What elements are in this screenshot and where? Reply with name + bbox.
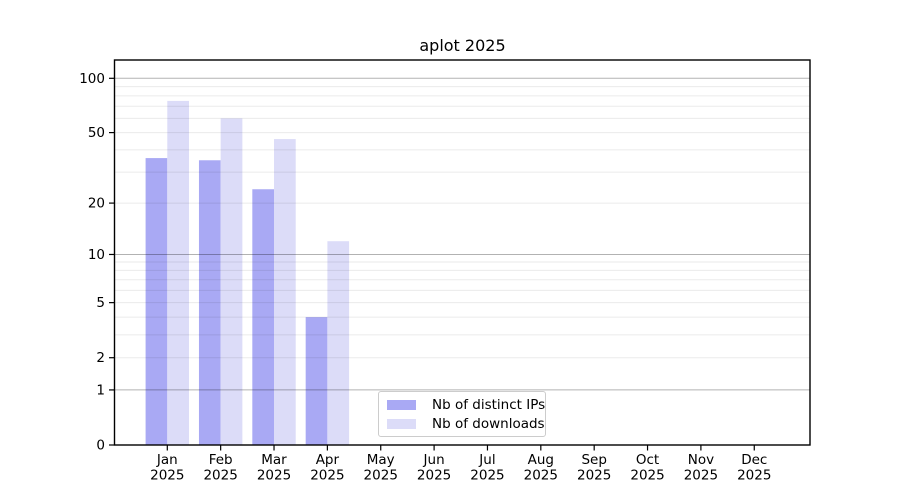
- x-tick-label-year-jan: 2025: [150, 468, 184, 484]
- x-tick-label-year-may: 2025: [364, 468, 398, 484]
- x-tick-label-month-jun: Jun: [423, 452, 445, 468]
- plot-border: [113, 59, 811, 446]
- x-tick-label-year-nov: 2025: [684, 468, 718, 484]
- x-tick-label-year-dec: 2025: [737, 468, 771, 484]
- x-tick-label-month-oct: Oct: [636, 452, 659, 468]
- chart-title: aplot 2025: [419, 36, 506, 55]
- y-tick-label-0: 0: [96, 438, 105, 454]
- x-tick-label-year-feb: 2025: [203, 468, 237, 484]
- x-tick-label-year-aug: 2025: [524, 468, 558, 484]
- x-tick-label-month-jul: Jul: [478, 452, 495, 468]
- y-tick-label-10: 10: [88, 247, 105, 263]
- y-tick-label-5: 5: [96, 295, 105, 311]
- y-tick-label-100: 100: [79, 71, 105, 87]
- x-tick-label-year-mar: 2025: [257, 468, 291, 484]
- bar-distinct-ips-mar: [252, 189, 275, 445]
- x-tick-label-month-mar: Mar: [261, 452, 287, 468]
- x-tick-label-month-dec: Dec: [741, 452, 767, 468]
- y-tick-label-20: 20: [88, 196, 105, 212]
- x-tick-label-month-feb: Feb: [209, 452, 233, 468]
- legend: Nb of distinct IPs Nb of downloads: [378, 391, 546, 437]
- bar-downloads-apr: [327, 241, 350, 445]
- bar-distinct-ips-jan: [145, 158, 168, 445]
- x-tick-label-month-may: May: [367, 452, 395, 468]
- bar-distinct-ips-feb: [198, 160, 221, 445]
- legend-item-distinct-ips: Nb of distinct IPs: [387, 397, 545, 413]
- y-tick-label-2: 2: [96, 350, 105, 366]
- legend-swatch-downloads-icon: [387, 418, 416, 429]
- legend-swatch-distinct-ips-icon: [387, 399, 416, 410]
- x-tick-label-year-jun: 2025: [417, 468, 451, 484]
- x-tick-label-year-apr: 2025: [310, 468, 344, 484]
- legend-label-downloads: Nb of downloads: [432, 415, 545, 432]
- y-tick-label-50: 50: [88, 125, 105, 141]
- x-tick-label-year-oct: 2025: [630, 468, 664, 484]
- x-tick-label-month-apr: Apr: [316, 452, 340, 468]
- x-tick-label-year-jul: 2025: [470, 468, 504, 484]
- bar-downloads-jan: [167, 100, 189, 445]
- bar-downloads-mar: [274, 139, 296, 445]
- y-tick-label-1: 1: [96, 382, 105, 398]
- x-tick-label-month-nov: Nov: [688, 452, 714, 468]
- x-tick-label-month-jan: Jan: [156, 452, 178, 468]
- bar-distinct-ips-apr: [305, 317, 328, 445]
- x-tick-label-year-sep: 2025: [577, 468, 611, 484]
- x-tick-label-month-sep: Sep: [581, 452, 606, 468]
- legend-item-downloads: Nb of downloads: [387, 416, 545, 432]
- legend-label-distinct-ips: Nb of distinct IPs: [432, 396, 546, 413]
- bar-downloads-feb: [220, 118, 243, 445]
- x-tick-label-month-aug: Aug: [528, 452, 554, 468]
